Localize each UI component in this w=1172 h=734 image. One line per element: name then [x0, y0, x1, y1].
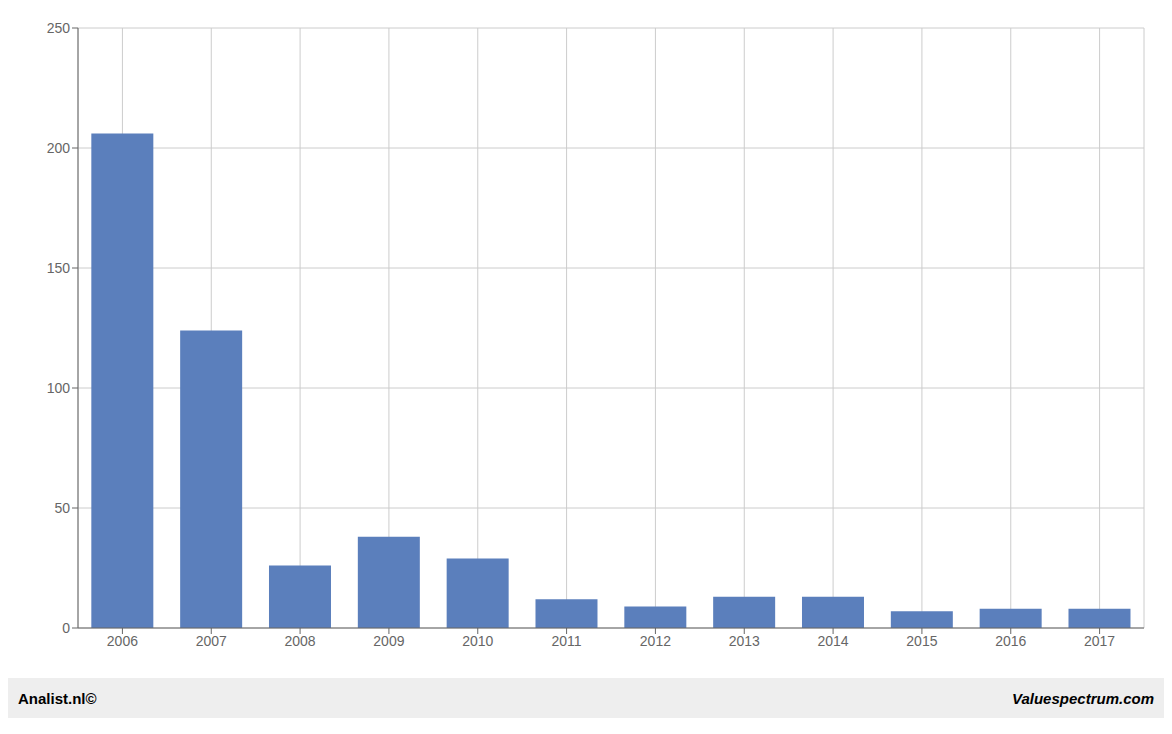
svg-text:50: 50 [54, 500, 70, 516]
svg-text:100: 100 [47, 380, 71, 396]
svg-text:2008: 2008 [285, 633, 316, 649]
svg-text:2013: 2013 [729, 633, 760, 649]
html-text:Valuespectrum.com: Valuespectrum.com [1012, 689, 1154, 707]
svg-text:2007: 2007 [196, 633, 227, 649]
svg-text:2010: 2010 [462, 633, 493, 649]
html-text:Analist.nl©: Analist.nl© [18, 689, 97, 707]
svg-text:200: 200 [47, 140, 71, 156]
svg-text:2011: 2011 [552, 633, 582, 649]
svg-text:2017: 2017 [1084, 633, 1115, 649]
svg-text:2015: 2015 [906, 633, 937, 649]
svg-text:2006: 2006 [107, 633, 138, 649]
svg-text:0: 0 [62, 620, 70, 636]
svg-text:2014: 2014 [818, 633, 849, 649]
svg-text:2012: 2012 [640, 633, 671, 649]
svg-text:2009: 2009 [373, 633, 404, 649]
svg-text:2016: 2016 [995, 633, 1026, 649]
svg-text:250: 250 [47, 20, 71, 36]
svg-text:150: 150 [47, 260, 71, 276]
